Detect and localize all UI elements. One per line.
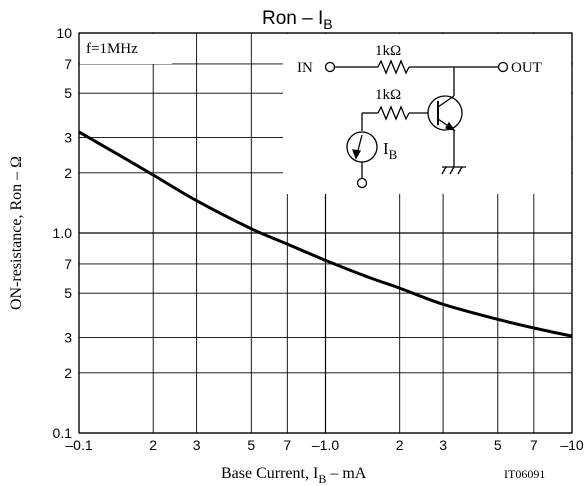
y-tick-label: 7 [64, 56, 72, 72]
x-tick-label: 7 [530, 437, 538, 453]
circuit-background [283, 34, 571, 194]
y-tick-label: 10 [56, 25, 72, 41]
circuit-out-label: OUT [511, 60, 542, 76]
y-tick-labels: 0.1 2 3 5 7 1.0 2 3 5 7 10 [53, 25, 73, 441]
circuit-r2-label: 1kΩ [375, 87, 401, 103]
x-tick-labels: –0.1 2 3 5 7 –1.0 2 3 5 7 –10 [65, 437, 584, 453]
source-terminal [356, 177, 368, 189]
y-tick-label: 1.0 [53, 225, 73, 241]
y-tick-label: 5 [64, 85, 72, 101]
resistor-r2 [377, 105, 410, 121]
y-tick-label: 2 [64, 165, 72, 181]
y-tick-label: 0.1 [53, 425, 73, 441]
x-tick-label: 3 [439, 437, 447, 453]
y-tick-label: 5 [64, 285, 72, 301]
out-terminal [497, 61, 509, 73]
x-tick-label: –1.0 [312, 437, 339, 453]
x-tick-label: –0.1 [65, 437, 92, 453]
x-tick-label: 5 [494, 437, 502, 453]
circuit-source-label: IB [383, 139, 398, 162]
y-tick-label: 3 [64, 330, 72, 346]
circuit-diagram [324, 59, 509, 189]
x-tick-label: –10 [560, 437, 584, 453]
x-tick-label: 3 [193, 437, 201, 453]
y-tick-label: 3 [64, 130, 72, 146]
x-tick-label: 7 [283, 437, 291, 453]
resistor-r1 [377, 59, 410, 75]
part-code: IT06091 [504, 467, 545, 481]
series-line [78, 130, 573, 338]
y-tick-label: 7 [64, 256, 72, 272]
x-tick-label: 2 [149, 437, 157, 453]
x-axis-label: Base Current, IB – mA [221, 465, 367, 486]
circuit-r1-label: 1kΩ [375, 43, 401, 59]
x-tick-label: 5 [247, 437, 255, 453]
condition-label: f=1MHz [86, 41, 138, 57]
chart-title: Ron – IB [262, 8, 333, 32]
condition-box [80, 34, 172, 64]
circuit-in-label: IN [297, 60, 313, 76]
y-axis-label: ON-resistance, Ron – Ω [8, 156, 25, 310]
x-tick-label: 2 [396, 437, 404, 453]
y-tick-label: 2 [64, 365, 72, 381]
